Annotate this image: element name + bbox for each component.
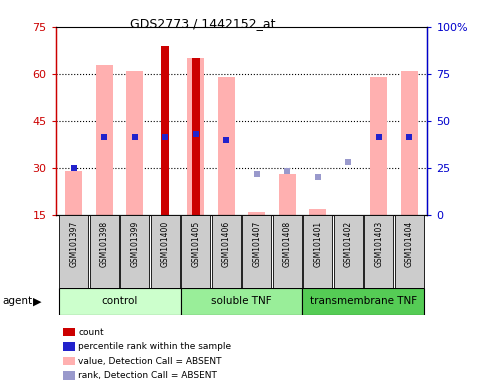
FancyBboxPatch shape (242, 215, 271, 288)
Text: GSM101407: GSM101407 (252, 221, 261, 267)
Bar (401, 71, 417, 215)
Text: GDS2773 / 1442152_at: GDS2773 / 1442152_at (130, 17, 276, 30)
Text: transmembrane TNF: transmembrane TNF (310, 296, 417, 306)
Bar (187, 58, 204, 215)
Bar (370, 77, 387, 215)
FancyBboxPatch shape (59, 215, 88, 288)
Text: GSM101400: GSM101400 (161, 221, 170, 267)
Text: GSM101397: GSM101397 (70, 221, 78, 267)
Bar (309, 209, 326, 215)
Bar (248, 212, 265, 215)
Bar (96, 65, 113, 215)
Text: GSM101399: GSM101399 (130, 221, 139, 267)
Text: count: count (78, 328, 104, 337)
FancyBboxPatch shape (303, 215, 332, 288)
Text: GSM101406: GSM101406 (222, 221, 231, 267)
FancyBboxPatch shape (58, 288, 181, 315)
Bar (279, 174, 296, 215)
Bar (192, 58, 199, 215)
Text: ▶: ▶ (33, 296, 42, 306)
FancyBboxPatch shape (302, 288, 425, 315)
Text: GSM101405: GSM101405 (191, 221, 200, 267)
Bar (161, 46, 169, 215)
FancyBboxPatch shape (181, 215, 211, 288)
FancyBboxPatch shape (395, 215, 424, 288)
Text: percentile rank within the sample: percentile rank within the sample (78, 342, 231, 351)
FancyBboxPatch shape (90, 215, 119, 288)
Bar (218, 77, 235, 215)
Text: GSM101404: GSM101404 (405, 221, 413, 267)
Bar (66, 171, 82, 215)
FancyBboxPatch shape (334, 215, 363, 288)
FancyBboxPatch shape (120, 215, 149, 288)
Text: control: control (101, 296, 138, 306)
FancyBboxPatch shape (212, 215, 241, 288)
Text: GSM101401: GSM101401 (313, 221, 322, 267)
Text: rank, Detection Call = ABSENT: rank, Detection Call = ABSENT (78, 371, 217, 381)
FancyBboxPatch shape (181, 288, 302, 315)
Text: soluble TNF: soluble TNF (211, 296, 272, 306)
Text: GSM101402: GSM101402 (344, 221, 353, 267)
Bar (127, 71, 143, 215)
Text: agent: agent (2, 296, 32, 306)
FancyBboxPatch shape (272, 215, 302, 288)
Text: GSM101403: GSM101403 (374, 221, 383, 267)
FancyBboxPatch shape (151, 215, 180, 288)
Text: value, Detection Call = ABSENT: value, Detection Call = ABSENT (78, 357, 222, 366)
Text: GSM101398: GSM101398 (100, 221, 109, 267)
Text: GSM101408: GSM101408 (283, 221, 292, 267)
FancyBboxPatch shape (364, 215, 393, 288)
